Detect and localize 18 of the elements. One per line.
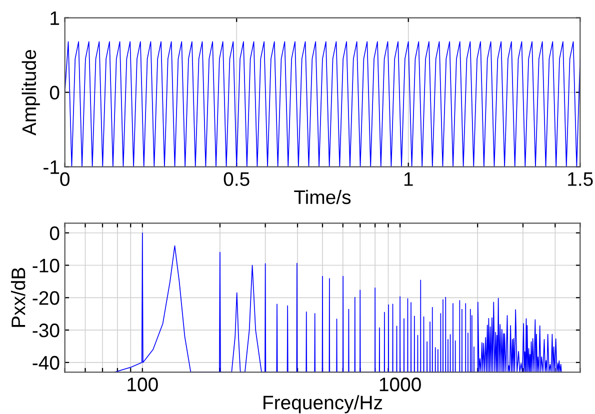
y-axis-title: Pxx/dB	[10, 268, 26, 327]
y-tick-label: 0	[50, 86, 60, 100]
y-tick-label: 0	[50, 226, 60, 240]
x-tick-label: 1	[404, 172, 413, 186]
x-tick-label: 100	[128, 378, 158, 392]
y-tick-label: -40	[32, 356, 60, 370]
x-tick-label: 0	[60, 172, 70, 186]
x-tick-label: 1.5	[568, 172, 593, 186]
y-axis-title: Amplitude	[22, 50, 40, 136]
x-tick-label: 1000	[380, 378, 421, 392]
y-tick-label: 1	[50, 11, 60, 25]
y-tick-label: -1	[44, 160, 60, 174]
y-tick-label: -20	[32, 291, 60, 305]
y-tick-label: -30	[32, 324, 60, 338]
x-axis-title: Time/s	[294, 190, 351, 204]
x-tick-label: 0.5	[224, 172, 250, 186]
x-axis-title: Frequency/Hz	[264, 395, 382, 414]
y-tick-label: -10	[32, 258, 60, 273]
